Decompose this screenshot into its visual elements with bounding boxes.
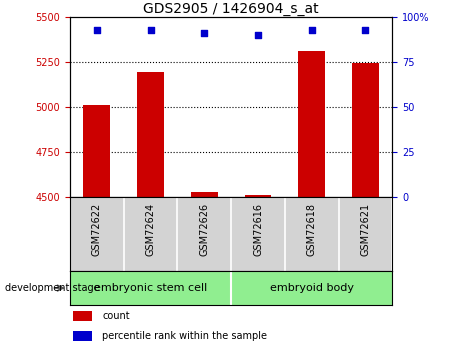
Bar xyxy=(244,195,272,197)
Text: GSM72621: GSM72621 xyxy=(360,203,371,256)
Text: GSM72616: GSM72616 xyxy=(253,203,263,256)
Title: GDS2905 / 1426904_s_at: GDS2905 / 1426904_s_at xyxy=(143,2,319,16)
Bar xyxy=(83,105,110,197)
Bar xyxy=(298,51,325,197)
Bar xyxy=(191,192,218,197)
Bar xyxy=(73,331,92,341)
Point xyxy=(308,27,315,32)
Point xyxy=(201,31,208,36)
Text: development stage: development stage xyxy=(5,283,99,293)
Point xyxy=(362,27,369,32)
Point xyxy=(254,32,262,38)
Text: GSM72618: GSM72618 xyxy=(307,203,317,256)
Bar xyxy=(137,72,164,197)
Bar xyxy=(73,311,92,321)
Point xyxy=(147,27,154,32)
Text: embryonic stem cell: embryonic stem cell xyxy=(94,283,207,293)
Text: GSM72622: GSM72622 xyxy=(92,203,102,256)
Point xyxy=(93,27,101,32)
Text: count: count xyxy=(102,311,130,321)
Text: GSM72624: GSM72624 xyxy=(146,203,156,256)
Text: embryoid body: embryoid body xyxy=(270,283,354,293)
Text: GSM72626: GSM72626 xyxy=(199,203,209,256)
Bar xyxy=(352,63,379,197)
Text: percentile rank within the sample: percentile rank within the sample xyxy=(102,331,267,341)
